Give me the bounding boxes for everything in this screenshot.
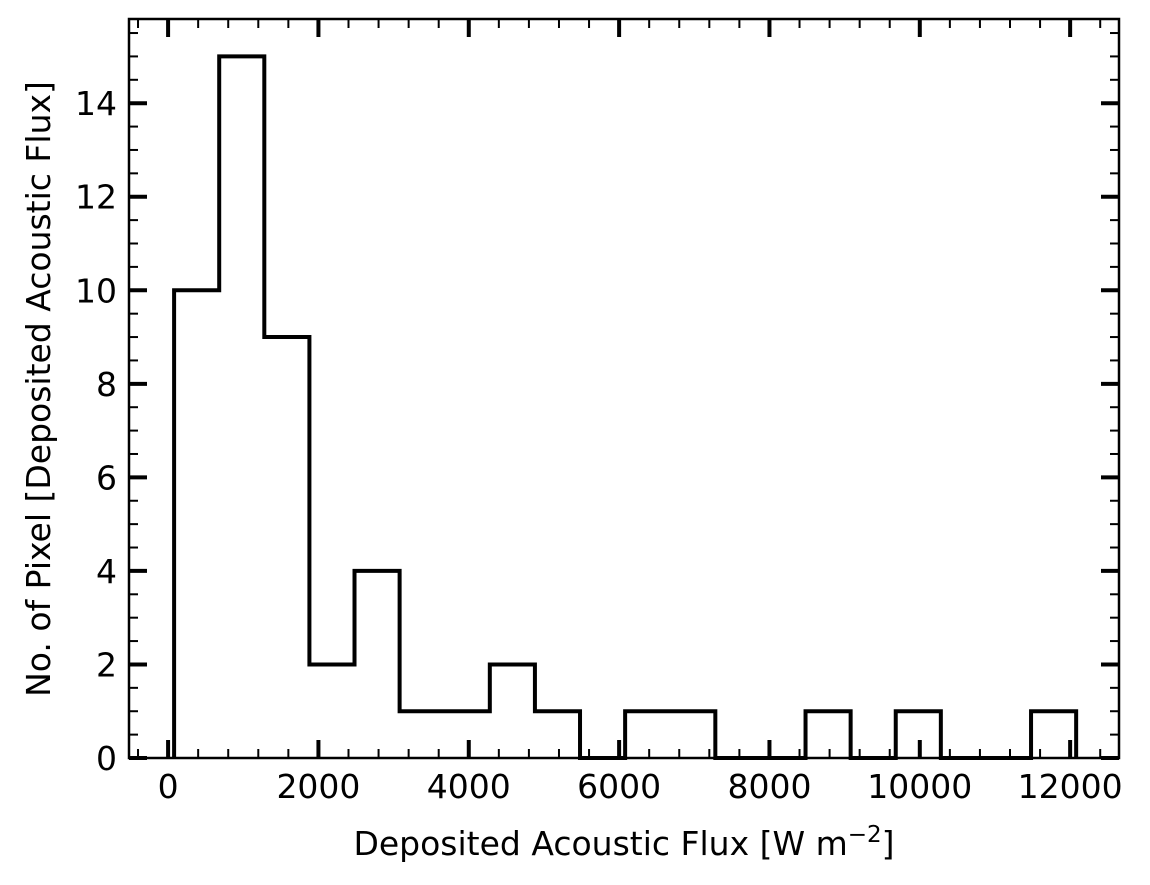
x-tick-label: 8000 xyxy=(727,767,811,806)
minor-ticks xyxy=(129,19,1119,758)
x-tick-label: 6000 xyxy=(577,767,661,806)
x-axis-label-end: ] xyxy=(882,824,895,863)
x-tick-label: 0 xyxy=(158,767,179,806)
y-tick-label: 10 xyxy=(75,271,117,310)
axes-frame xyxy=(127,17,1121,760)
x-axis-label-superscript: −2 xyxy=(848,822,882,848)
x-tick-label: 2000 xyxy=(276,767,360,806)
x-tick-label: 12000 xyxy=(1018,767,1123,806)
x-axis-label: Deposited Acoustic Flux [W m−2] xyxy=(353,822,894,863)
x-tick-labels: 0 2000 4000 6000 8000 10000 12000 xyxy=(158,767,1123,806)
y-axis-label: No. of Pixel [Deposited Acoustic Flux] xyxy=(19,81,58,697)
x-axis-label-main: Deposited Acoustic Flux [W m xyxy=(353,824,847,863)
y-tick-label: 4 xyxy=(96,552,117,591)
histogram-step-line xyxy=(172,54,1079,760)
x-tick-label: 4000 xyxy=(427,767,511,806)
y-tick-label: 8 xyxy=(96,365,117,404)
x-tick-label: 10000 xyxy=(867,767,972,806)
y-tick-label: 12 xyxy=(75,178,117,217)
plot-area xyxy=(127,17,1121,760)
y-tick-label: 0 xyxy=(96,739,117,778)
major-ticks xyxy=(129,19,1119,760)
y-tick-label: 6 xyxy=(96,458,117,497)
y-tick-labels: 0 2 4 6 8 10 12 14 xyxy=(75,84,117,778)
y-tick-label: 14 xyxy=(75,84,117,123)
y-tick-label: 2 xyxy=(96,645,117,684)
